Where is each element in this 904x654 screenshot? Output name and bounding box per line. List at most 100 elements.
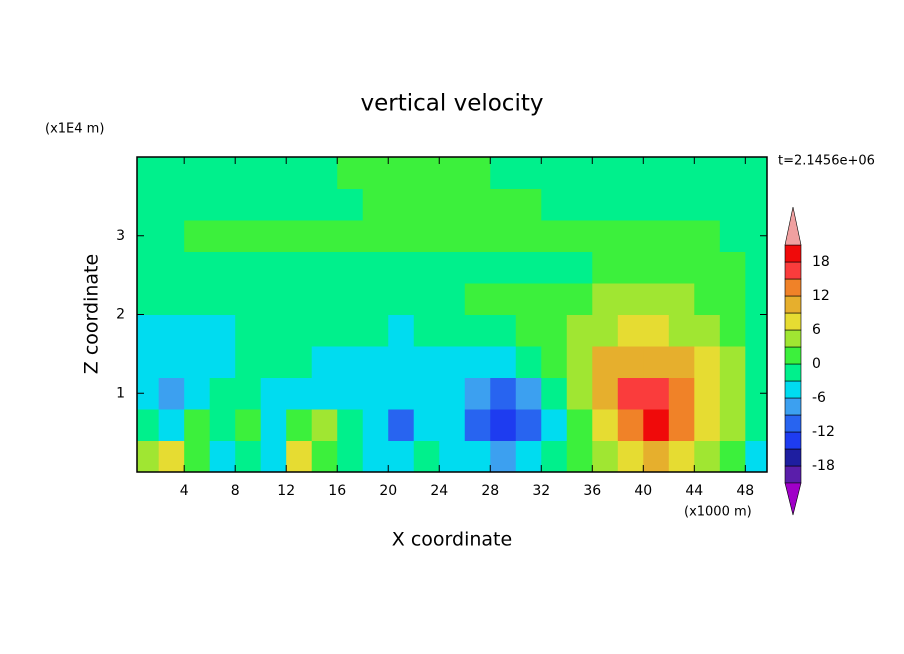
chart-title: vertical velocity xyxy=(361,91,544,117)
contour-cell xyxy=(719,440,746,472)
x-axis-title: X coordinate xyxy=(392,529,512,551)
contour-cell xyxy=(566,377,593,410)
colorbar-triangle xyxy=(784,482,802,516)
x-tick-label: 36 xyxy=(583,483,601,499)
colorbar-box xyxy=(784,244,802,263)
contour-cell xyxy=(464,346,491,378)
contour-cell xyxy=(490,157,517,189)
y-tick-label: 3 xyxy=(116,228,125,244)
contour-cell xyxy=(235,283,262,315)
contour-cell xyxy=(745,188,767,221)
contour-cell xyxy=(137,314,160,347)
contour-cell xyxy=(643,409,670,441)
contour-cell xyxy=(137,409,160,441)
contour-cell xyxy=(439,346,466,378)
contour-cell xyxy=(158,377,185,410)
contour-cell xyxy=(617,251,644,284)
contour-cell xyxy=(617,314,644,347)
y-axis-title: Z coordinate xyxy=(81,254,103,374)
contour-cell xyxy=(694,440,721,472)
contour-cell xyxy=(719,409,746,441)
contour-cell xyxy=(592,157,619,189)
contour-cell xyxy=(490,283,517,315)
contour-cell xyxy=(490,346,517,378)
contour-cell xyxy=(413,157,440,189)
contour-cell xyxy=(413,188,440,221)
contour-cell xyxy=(413,283,440,315)
contour-cell xyxy=(158,283,185,315)
x-tick-label: 24 xyxy=(430,483,448,499)
contour-cell xyxy=(745,409,767,441)
contour-cell xyxy=(158,220,185,252)
contour-cell xyxy=(184,409,211,441)
contour-cell xyxy=(260,157,287,189)
colorbar-box xyxy=(784,329,802,348)
contour-cell xyxy=(490,251,517,284)
y-unit: (x1E4 m) xyxy=(45,122,104,137)
contour-cell xyxy=(209,377,236,410)
contour-cell xyxy=(643,346,670,378)
contour-cell xyxy=(668,377,695,410)
contour-cell xyxy=(286,440,313,472)
contour-cell xyxy=(158,188,185,221)
contour-cell xyxy=(464,409,491,441)
contour-cell xyxy=(235,251,262,284)
contour-cell xyxy=(158,440,185,472)
colorbar-box xyxy=(784,261,802,280)
contour-cell xyxy=(388,440,415,472)
contour-cell xyxy=(235,188,262,221)
contour-cell xyxy=(362,440,389,472)
contour-cell xyxy=(337,440,364,472)
colorbar-box xyxy=(784,448,802,467)
contour-cell xyxy=(137,377,160,410)
contour-cell xyxy=(592,251,619,284)
contour-cell xyxy=(541,440,568,472)
contour-cell xyxy=(235,377,262,410)
contour-cell xyxy=(260,283,287,315)
x-tick-label: 8 xyxy=(231,483,240,499)
x-tick-label: 20 xyxy=(379,483,397,499)
contour-cell xyxy=(464,440,491,472)
contour-cell xyxy=(184,283,211,315)
contour-cell xyxy=(719,283,746,315)
contour-cell xyxy=(515,220,542,252)
contour-cell xyxy=(617,188,644,221)
contour-cell xyxy=(439,283,466,315)
colorbar-box xyxy=(784,465,802,484)
contour-cell xyxy=(719,220,746,252)
contour-cell xyxy=(439,409,466,441)
contour-cell xyxy=(464,377,491,410)
contour-cell xyxy=(490,314,517,347)
contour-cell xyxy=(286,157,313,189)
x-tick-label: 16 xyxy=(328,483,346,499)
contour-cell xyxy=(694,283,721,315)
contour-cell xyxy=(515,377,542,410)
contour-cell xyxy=(694,220,721,252)
contour-cell xyxy=(137,157,160,189)
contour-cell xyxy=(260,188,287,221)
contour-cell xyxy=(209,188,236,221)
x-tick-label: 40 xyxy=(634,483,652,499)
contour-cell xyxy=(158,346,185,378)
contour-cell xyxy=(184,157,211,189)
contour-cell xyxy=(719,157,746,189)
contour-cell xyxy=(184,251,211,284)
contour-cell xyxy=(388,409,415,441)
contour-cell xyxy=(541,220,568,252)
contour-cell xyxy=(286,314,313,347)
contour-cell xyxy=(668,157,695,189)
contour-cell xyxy=(439,220,466,252)
colorbar-label: 12 xyxy=(812,288,830,304)
contour-cell xyxy=(413,377,440,410)
contour-cell xyxy=(260,440,287,472)
contour-cell xyxy=(137,220,160,252)
contour-cell xyxy=(311,440,338,472)
contour-cell xyxy=(566,220,593,252)
contour-cell xyxy=(413,346,440,378)
contour-cell xyxy=(745,440,767,472)
contour-cell xyxy=(311,377,338,410)
contour-cell xyxy=(643,377,670,410)
contour-cell xyxy=(719,377,746,410)
contour-cell xyxy=(209,440,236,472)
contour-cell xyxy=(643,157,670,189)
